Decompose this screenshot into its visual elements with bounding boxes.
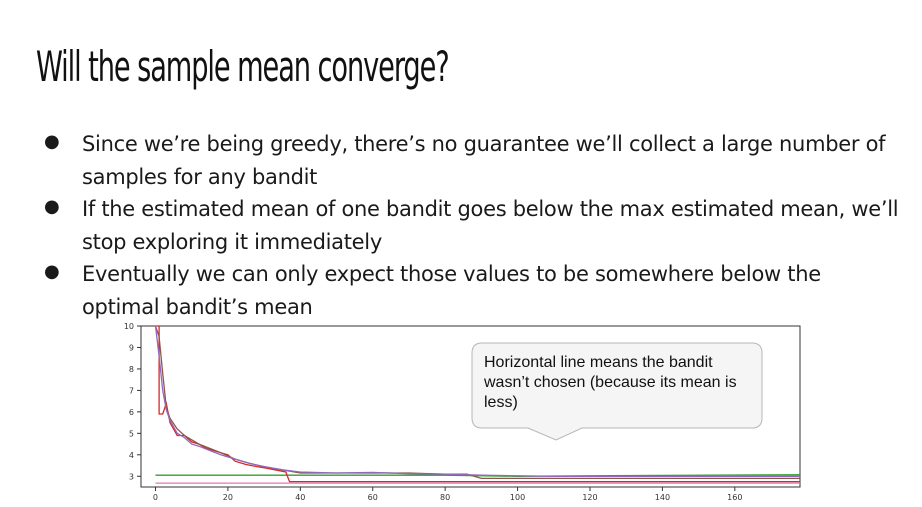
y-tick-label: 3 bbox=[129, 472, 134, 481]
bullet-item: ● Since we’re being greedy, there’s no g… bbox=[44, 128, 904, 193]
bullet-dot-icon: ● bbox=[44, 131, 60, 152]
slide-title: Will the sample mean converge? bbox=[36, 42, 450, 91]
bullet-list: ● Since we’re being greedy, there’s no g… bbox=[44, 128, 904, 323]
callout-text: Horizontal line means the bandit wasn’t … bbox=[484, 354, 737, 411]
y-tick-label: 10 bbox=[124, 322, 134, 331]
y-tick-label: 5 bbox=[129, 429, 134, 438]
y-tick-label: 9 bbox=[129, 343, 134, 352]
bullet-item: ● If the estimated mean of one bandit go… bbox=[44, 193, 904, 258]
y-tick-label: 6 bbox=[129, 408, 134, 417]
x-tick-label: 80 bbox=[440, 493, 450, 502]
bullet-dot-icon: ● bbox=[44, 261, 60, 282]
y-tick-label: 7 bbox=[129, 386, 134, 395]
callout-box bbox=[471, 342, 763, 441]
x-tick-label: 20 bbox=[223, 493, 233, 502]
series-line bbox=[155, 474, 801, 477]
x-tick-label: 100 bbox=[510, 493, 525, 502]
bullet-dot-icon: ● bbox=[44, 196, 60, 217]
bullet-item: ● Eventually we can only expect those va… bbox=[44, 258, 904, 323]
x-tick-label: 40 bbox=[295, 493, 305, 502]
y-tick-label: 8 bbox=[129, 365, 134, 374]
x-tick-label: 140 bbox=[655, 493, 670, 502]
series-layer bbox=[154, 325, 801, 484]
bullet-text: If the estimated mean of one bandit goes… bbox=[82, 197, 899, 254]
callout-layer bbox=[471, 342, 763, 441]
x-tick-label: 120 bbox=[582, 493, 597, 502]
x-tick-label: 160 bbox=[727, 493, 742, 502]
x-tick-label: 0 bbox=[153, 493, 158, 502]
bullet-text: Eventually we can only expect those valu… bbox=[82, 262, 821, 319]
y-tick-label: 4 bbox=[129, 451, 134, 460]
bullet-text: Since we’re being greedy, there’s no gua… bbox=[82, 132, 886, 189]
series-line bbox=[154, 325, 800, 477]
x-tick-label: 60 bbox=[368, 493, 378, 502]
